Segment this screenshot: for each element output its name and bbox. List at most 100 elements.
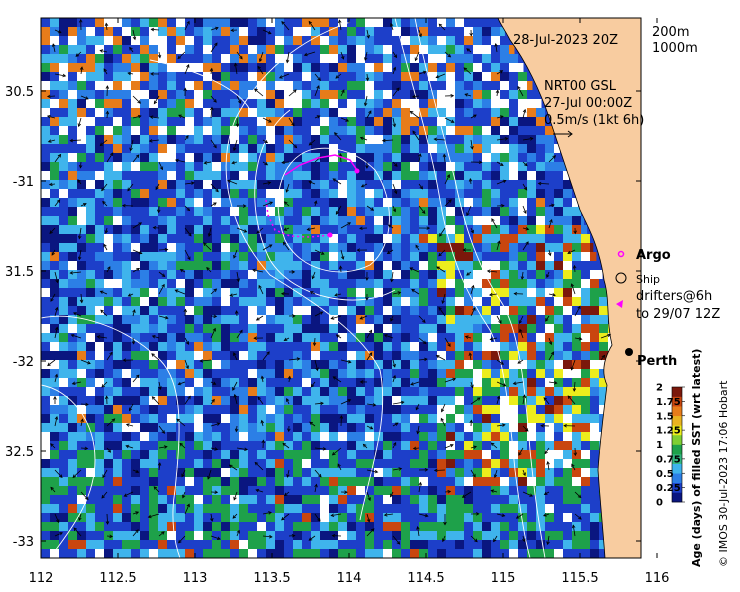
sst-cell: [437, 288, 446, 297]
current-arrow-head: [132, 36, 137, 41]
sst-cell: [95, 144, 104, 153]
sst-cell: [158, 126, 167, 135]
sst-cell: [545, 153, 554, 162]
current-arrow-head: [282, 442, 287, 447]
current-arrow-head: [214, 447, 219, 451]
sst-cell: [140, 63, 149, 72]
current-arrow-head: [466, 272, 470, 276]
current-arrow-head: [308, 180, 313, 185]
current-arrow-head: [57, 29, 62, 34]
current-arrow-head: [470, 229, 474, 234]
sst-cell: [302, 477, 311, 486]
sst-cell: [482, 198, 491, 207]
sst-cell: [482, 180, 491, 189]
sst-cell: [284, 153, 293, 162]
sst-cell: [320, 387, 329, 396]
sst-cell: [365, 198, 374, 207]
sst-cell: [437, 126, 446, 135]
sst-cell: [329, 63, 338, 72]
sst-cell: [374, 288, 383, 297]
sst-cell: [203, 414, 212, 423]
current-arrow-head: [293, 144, 298, 149]
sst-cell: [104, 414, 113, 423]
sst-cell: [203, 225, 212, 234]
current-arrow: [210, 447, 218, 450]
current-arrow: [158, 446, 167, 449]
current-arrow-head: [182, 494, 186, 499]
sst-cell: [536, 477, 545, 486]
sst-cell: [374, 45, 383, 54]
sst-cell: [248, 315, 257, 324]
sst-cell: [365, 171, 374, 180]
sst-cell: [68, 234, 77, 243]
sst-cell: [563, 441, 572, 450]
current-arrow-head: [501, 513, 506, 517]
colorbar-segment: [672, 396, 682, 407]
sst-cell: [572, 360, 581, 369]
current-arrow: [392, 117, 396, 127]
sst-cell: [230, 468, 239, 477]
current-arrow: [519, 329, 524, 339]
sst-cell: [527, 414, 536, 423]
current-arrow-head: [416, 430, 420, 435]
sst-cell: [302, 243, 311, 252]
sst-cell: [437, 90, 446, 99]
current-arrow-head: [522, 472, 526, 477]
sst-cell: [68, 216, 77, 225]
sst-cell: [230, 261, 239, 270]
sst-cell: [392, 243, 401, 252]
current-arrow-head: [409, 110, 414, 115]
colorbar-segment: [672, 434, 682, 445]
sst-cell: [248, 306, 257, 315]
current-arrow: [544, 447, 550, 454]
sst-cell: [563, 360, 572, 369]
sst-cell: [149, 117, 158, 126]
sst-cell: [311, 216, 320, 225]
current-arrow: [184, 504, 190, 515]
sst-cell: [194, 531, 203, 540]
sst-cell: [158, 198, 167, 207]
sst-cell: [41, 108, 50, 117]
sst-cell: [410, 540, 419, 549]
sst-cell: [563, 459, 572, 468]
sst-cell: [140, 324, 149, 333]
sst-cell: [527, 99, 536, 108]
sst-cell: [356, 315, 365, 324]
sst-cell: [536, 108, 545, 117]
colorbar-segment: [672, 473, 682, 484]
sst-cell: [230, 27, 239, 36]
current-arrow: [287, 469, 290, 478]
sst-cell: [329, 459, 338, 468]
sst-cell: [257, 36, 266, 45]
current-arrow: [153, 95, 160, 104]
sst-cell: [77, 477, 86, 486]
sst-cell: [230, 81, 239, 90]
sst-cell: [437, 522, 446, 531]
sst-cell: [41, 432, 50, 441]
current-arrow: [496, 359, 504, 365]
current-arrow: [409, 267, 420, 273]
current-arrow-head: [186, 207, 191, 212]
sst-cell: [392, 414, 401, 423]
sst-cell: [95, 126, 104, 135]
current-arrow-head: [488, 292, 493, 297]
current-arrow-head: [177, 381, 182, 386]
sst-cell: [392, 351, 401, 360]
current-arrow: [184, 396, 191, 405]
current-arrow-head: [438, 23, 443, 28]
sst-cell: [554, 189, 563, 198]
sst-cell: [284, 99, 293, 108]
current-arrow: [314, 200, 317, 207]
current-arrow: [314, 73, 321, 81]
sst-cell: [410, 351, 419, 360]
current-arrow: [331, 513, 342, 516]
sst-cell: [68, 297, 77, 306]
sst-cell: [365, 45, 374, 54]
sst-cell: [230, 432, 239, 441]
current-arrow-head: [54, 326, 59, 331]
sst-cell: [248, 189, 257, 198]
current-arrow-head: [131, 340, 136, 345]
sst-cell: [158, 153, 167, 162]
current-arrow-head: [252, 268, 256, 273]
current-arrow-head: [504, 137, 509, 141]
